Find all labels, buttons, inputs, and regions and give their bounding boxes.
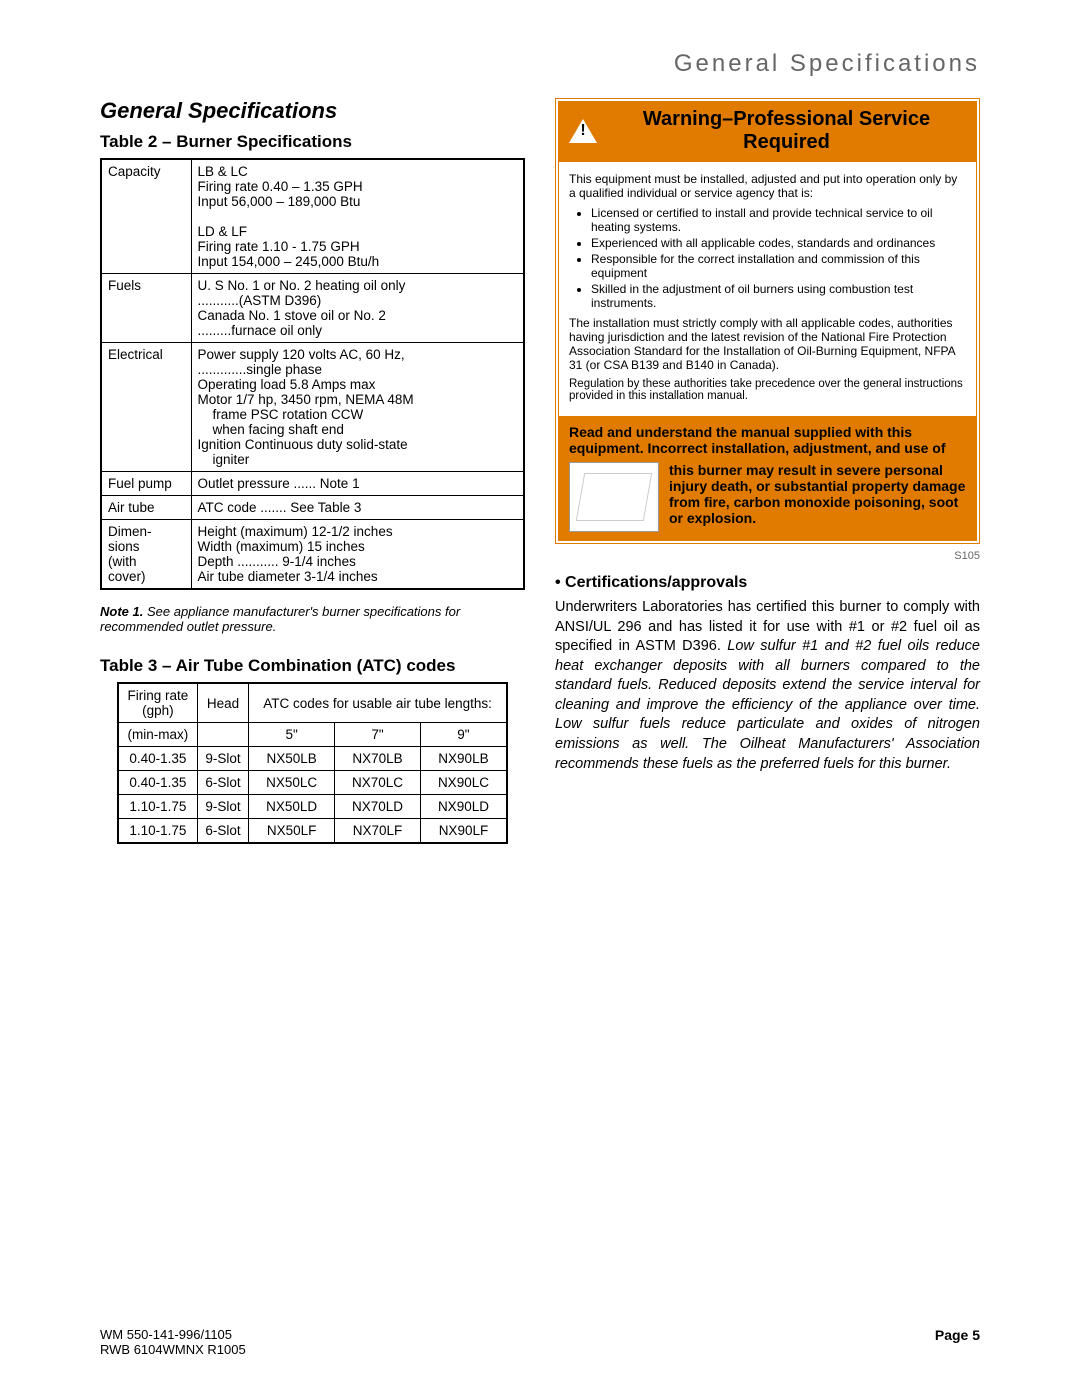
atc-cell: 6-Slot (197, 771, 249, 795)
page-header: General Specifications (100, 50, 980, 78)
warning-orange-side: this burner may result in severe persona… (669, 462, 966, 526)
spec-value: Height (maximum) 12-1/2 inchesWidth (max… (191, 520, 524, 590)
warning-bullet: Licensed or certified to install and pro… (591, 206, 966, 234)
footer-code-1: WM 550-141-996/1105 (100, 1327, 246, 1342)
warning-orange-block: Read and understand the manual supplied … (559, 416, 976, 540)
atc-cell: 1.10-1.75 (118, 819, 197, 844)
atc-cell: NX70LF (335, 819, 421, 844)
table2-title: Table 2 – Burner Specifications (100, 132, 525, 152)
cert-italic: Low sulfur #1 and #2 fuel oils reduce he… (555, 638, 980, 771)
atc-cell: 0.40-1.35 (118, 771, 197, 795)
cert-heading: • Certifications/approvals (555, 574, 980, 592)
table-row: 0.40-1.359-SlotNX50LBNX70LBNX90LB (118, 747, 507, 771)
left-column: General Specifications Table 2 – Burner … (100, 98, 525, 844)
warning-box: Warning–Professional Service Required Th… (555, 98, 980, 544)
spec-value: ATC code ....... See Table 3 (191, 496, 524, 520)
figure-code: S105 (555, 550, 980, 562)
atc-cell: 9-Slot (197, 747, 249, 771)
page-footer: WM 550-141-996/1105 RWB 6104WMNX R1005 P… (100, 1327, 980, 1357)
warning-title-bar: Warning–Professional Service Required (559, 102, 976, 164)
warning-orange-top: Read and understand the manual supplied … (569, 424, 966, 456)
right-column: Warning–Professional Service Required Th… (555, 98, 980, 844)
warning-bullets: Licensed or certified to install and pro… (591, 206, 966, 310)
spec-label: Air tube (101, 496, 191, 520)
atc-codes-table: Firing rate(gph)HeadATC codes for usable… (117, 682, 508, 844)
warning-body: This equipment must be installed, adjust… (559, 164, 976, 416)
spec-value: Outlet pressure ...... Note 1 (191, 472, 524, 496)
footer-code-2: RWB 6104WMNX R1005 (100, 1342, 246, 1357)
atc-cell: NX50LF (249, 819, 335, 844)
atc-cell: NX70LD (335, 795, 421, 819)
atc-cell: NX90LD (420, 795, 507, 819)
cert-body: Underwriters Laboratories has certified … (555, 598, 980, 774)
atc-cell: NX50LC (249, 771, 335, 795)
atc-cell: NX50LD (249, 795, 335, 819)
warning-intro: This equipment must be installed, adjust… (569, 172, 966, 200)
warning-para2: The installation must strictly comply wi… (569, 316, 966, 372)
atc-cell: NX70LB (335, 747, 421, 771)
warning-bullet: Responsible for the correct installation… (591, 252, 966, 280)
spec-label: Dimen-sions(withcover) (101, 520, 191, 590)
footer-left: WM 550-141-996/1105 RWB 6104WMNX R1005 (100, 1327, 246, 1357)
atc-cell: NX90LF (420, 819, 507, 844)
table3-title: Table 3 – Air Tube Combination (ATC) cod… (100, 656, 525, 676)
atc-cell: 6-Slot (197, 819, 249, 844)
spec-value: Power supply 120 volts AC, 60 Hz,.......… (191, 343, 524, 472)
section-title: General Specifications (100, 98, 525, 124)
atc-cell: 1.10-1.75 (118, 795, 197, 819)
atc-cell: 0.40-1.35 (118, 747, 197, 771)
table-row: 0.40-1.356-SlotNX50LCNX70LCNX90LC (118, 771, 507, 795)
warning-para3: Regulation by these authorities take pre… (569, 378, 966, 402)
atc-cell: 9-Slot (197, 795, 249, 819)
warning-bullet: Skilled in the adjustment of oil burners… (591, 282, 966, 310)
table-row: 1.10-1.759-SlotNX50LDNX70LDNX90LD (118, 795, 507, 819)
note-1: Note 1. See appliance manufacturer's bur… (100, 604, 525, 634)
two-column-layout: General Specifications Table 2 – Burner … (100, 98, 980, 844)
warning-title: Warning–Professional Service Required (607, 108, 966, 154)
atc-cell: NX50LB (249, 747, 335, 771)
burner-spec-table: CapacityLB & LCFiring rate 0.40 – 1.35 G… (100, 158, 525, 590)
warning-bullet: Experienced with all applicable codes, s… (591, 236, 966, 250)
manual-illustration-icon (569, 462, 659, 532)
spec-value: U. S No. 1 or No. 2 heating oil only....… (191, 274, 524, 343)
spec-label: Electrical (101, 343, 191, 472)
spec-label: Fuel pump (101, 472, 191, 496)
atc-cell: NX70LC (335, 771, 421, 795)
table-row: 1.10-1.756-SlotNX50LFNX70LFNX90LF (118, 819, 507, 844)
spec-label: Fuels (101, 274, 191, 343)
page-number: Page 5 (935, 1327, 980, 1357)
atc-cell: NX90LC (420, 771, 507, 795)
spec-value: LB & LCFiring rate 0.40 – 1.35 GPHInput … (191, 159, 524, 274)
warning-triangle-icon (569, 119, 597, 143)
atc-cell: NX90LB (420, 747, 507, 771)
spec-label: Capacity (101, 159, 191, 274)
